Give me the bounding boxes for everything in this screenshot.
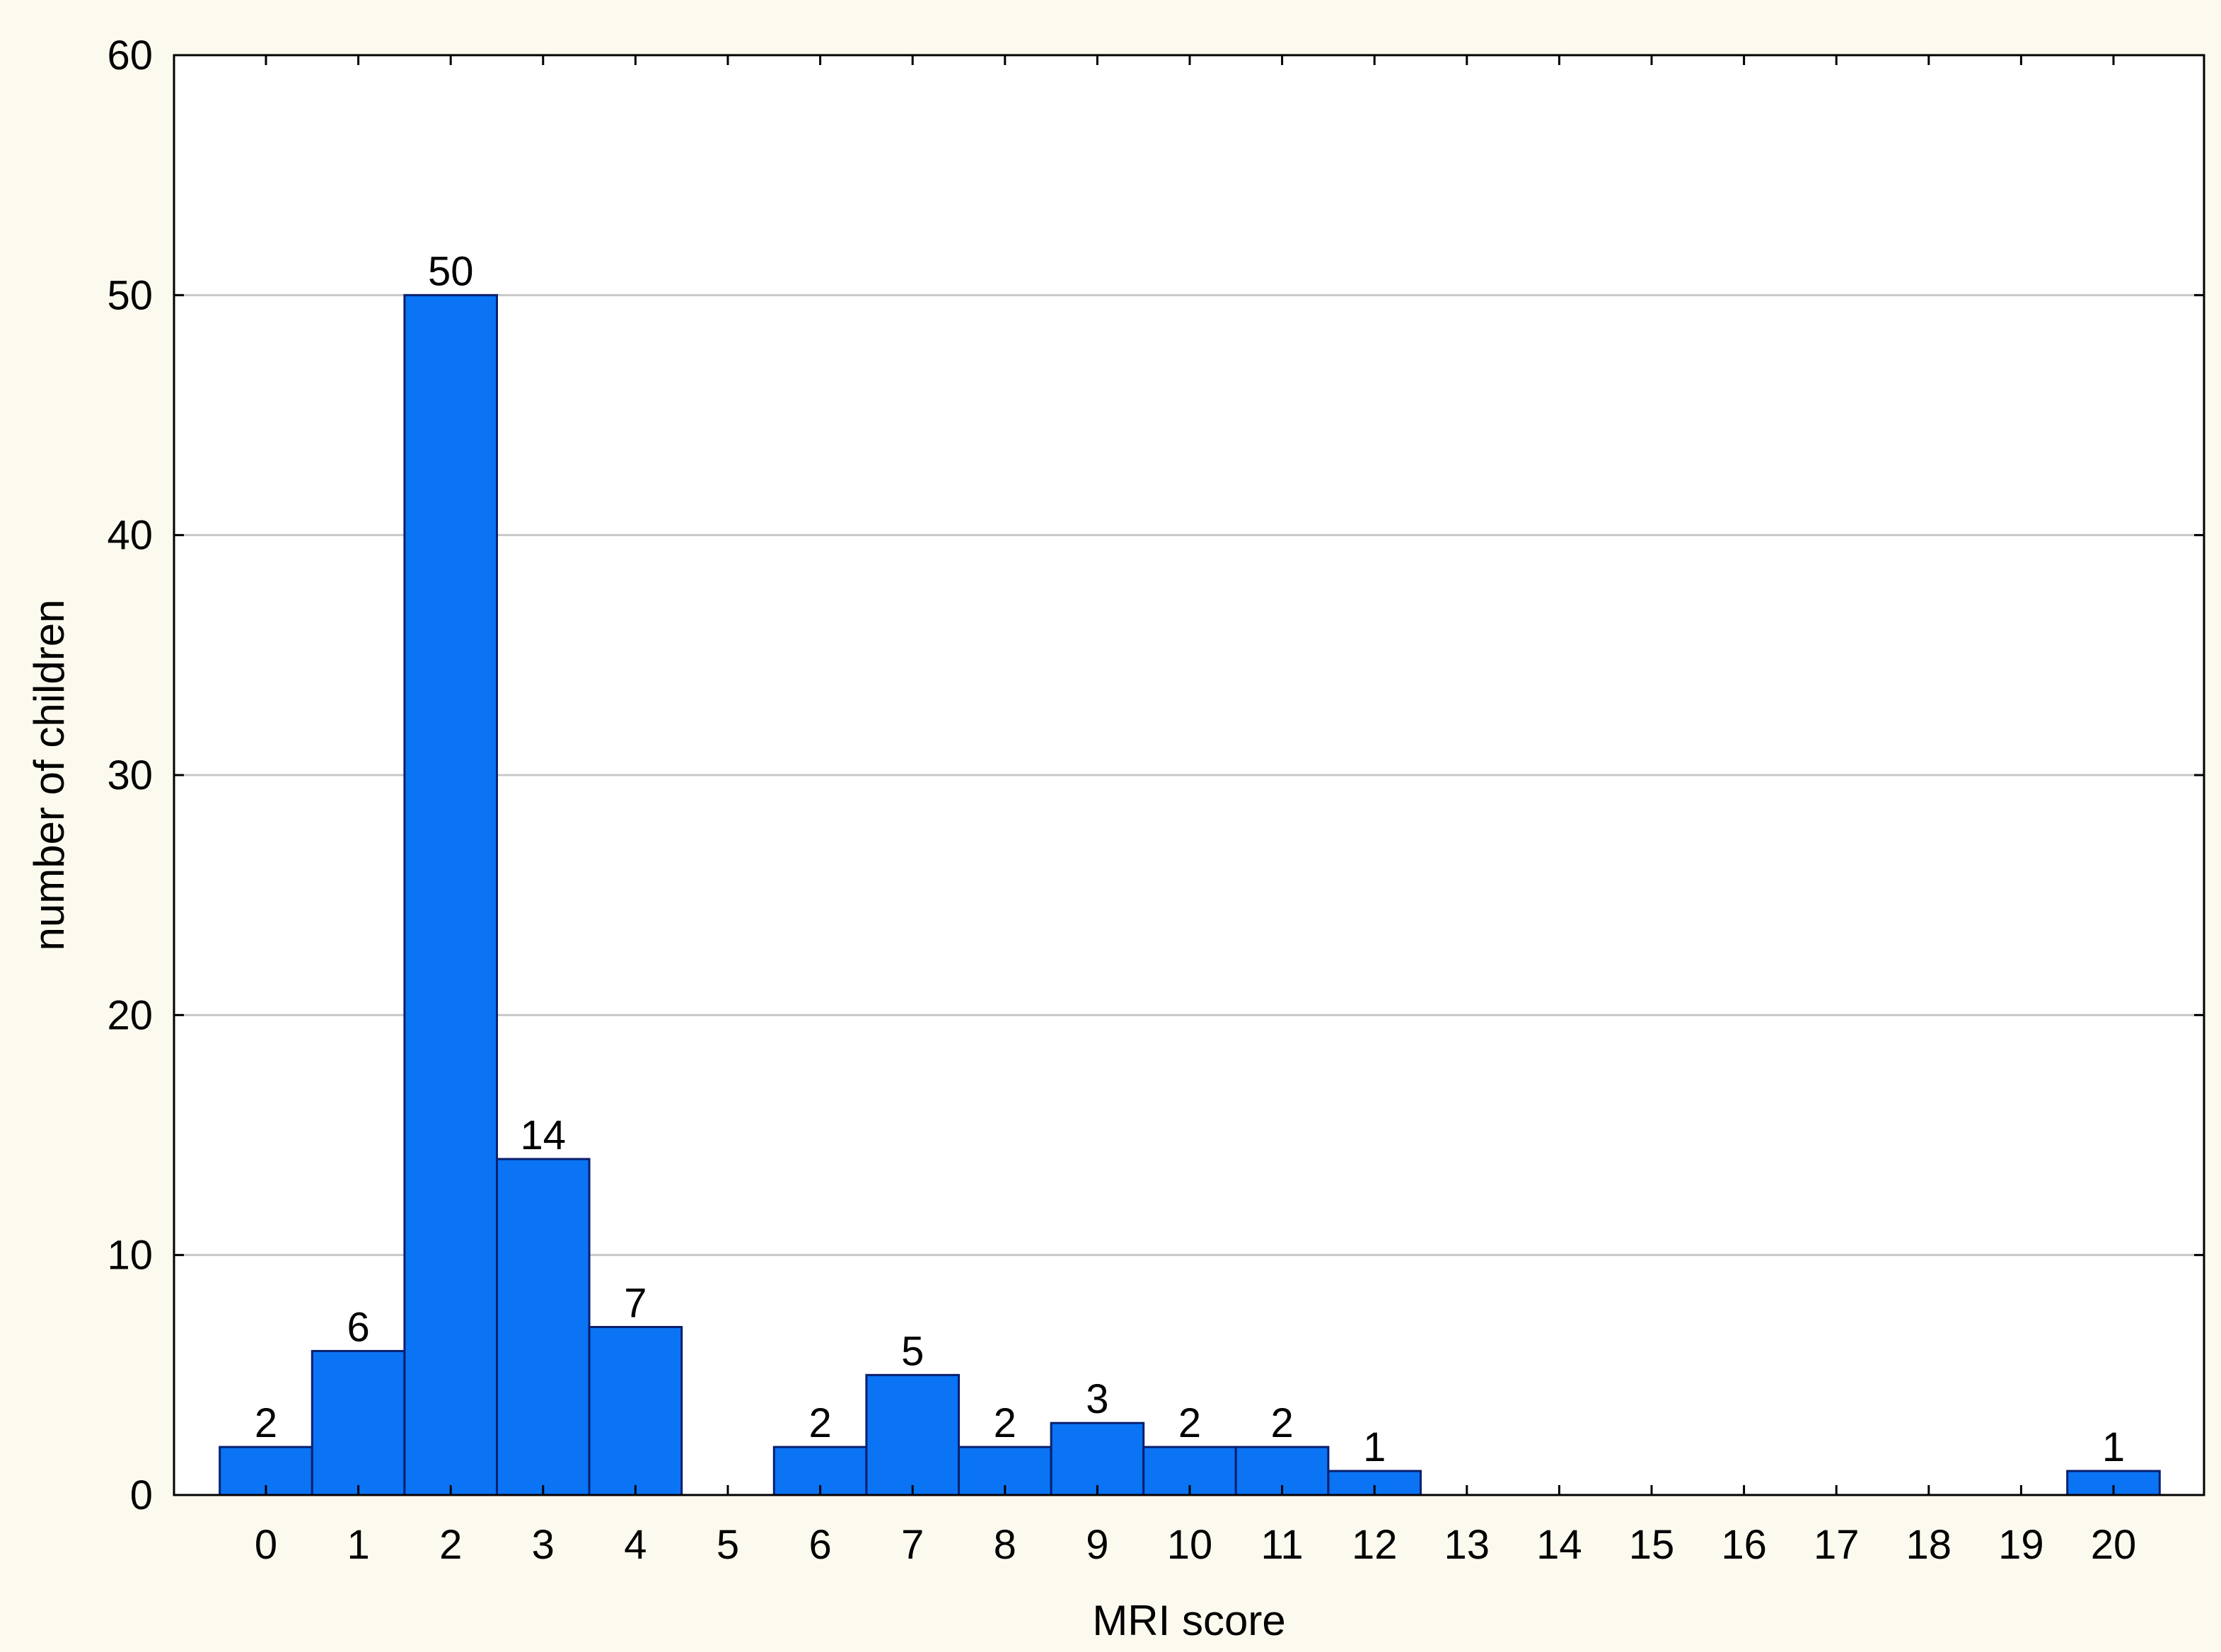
data-label-6: 2 (808, 1400, 831, 1446)
bar-9 (1050, 1421, 1145, 1496)
x-tick-label: 3 (532, 1522, 555, 1568)
x-axis-title: MRI score (1092, 1597, 1285, 1644)
x-tick-label: 17 (1814, 1522, 1860, 1568)
data-label-0: 2 (255, 1400, 277, 1446)
x-tick-label: 10 (1167, 1522, 1213, 1568)
x-tick-label: 16 (1721, 1522, 1767, 1568)
x-tick-label: 2 (439, 1522, 462, 1568)
y-tick-label: 40 (107, 513, 153, 559)
x-tick-label: 11 (1260, 1522, 1303, 1568)
data-label-3: 14 (521, 1112, 567, 1158)
data-label-7: 5 (901, 1328, 924, 1374)
data-label-2: 50 (428, 248, 474, 294)
data-label-1: 6 (347, 1304, 369, 1350)
bar-1 (311, 1349, 406, 1496)
data-label-9: 3 (1086, 1376, 1108, 1422)
x-tick-label: 14 (1536, 1522, 1582, 1568)
bar-2 (403, 293, 499, 1496)
x-tick-label: 0 (255, 1522, 277, 1568)
y-tick-label: 0 (130, 1472, 153, 1518)
x-tick-label: 6 (808, 1522, 831, 1568)
y-tick-label: 30 (107, 752, 153, 798)
x-tick-label: 15 (1629, 1522, 1675, 1568)
bars (219, 293, 2161, 1496)
data-label-4: 7 (624, 1280, 646, 1326)
x-tick-label: 20 (2091, 1522, 2137, 1568)
y-tick-label: 50 (107, 272, 153, 318)
data-label-10: 2 (1178, 1400, 1201, 1446)
x-tick-label: 13 (1444, 1522, 1490, 1568)
data-labels: 2 6 50 14 7 2 5 2 3 2 2 1 1 (255, 248, 2125, 1470)
x-tick-label: 12 (1352, 1522, 1398, 1568)
x-tick-label: 19 (1998, 1522, 2044, 1568)
x-tick-label: 18 (1906, 1522, 1952, 1568)
data-label-20: 1 (2102, 1424, 2125, 1470)
data-label-11: 2 (1270, 1400, 1293, 1446)
bar-4 (588, 1325, 683, 1496)
y-tick-label: 60 (107, 33, 153, 78)
x-tick-label: 8 (994, 1522, 1016, 1568)
x-tick-label: 1 (347, 1522, 369, 1568)
y-axis-title: number of children (25, 600, 73, 951)
plot-frame (173, 54, 2205, 1496)
x-tick-label: 4 (624, 1522, 646, 1568)
bar-7 (865, 1373, 961, 1496)
x-tick-label: 9 (1086, 1522, 1108, 1568)
data-label-12: 1 (1363, 1424, 1386, 1470)
x-tick-label: 7 (901, 1522, 924, 1568)
y-tick-label: 10 (107, 1233, 153, 1279)
x-tick-label: 5 (717, 1522, 739, 1568)
y-tick-label: 20 (107, 992, 153, 1038)
data-label-8: 2 (994, 1400, 1016, 1446)
bar-3 (496, 1158, 591, 1496)
